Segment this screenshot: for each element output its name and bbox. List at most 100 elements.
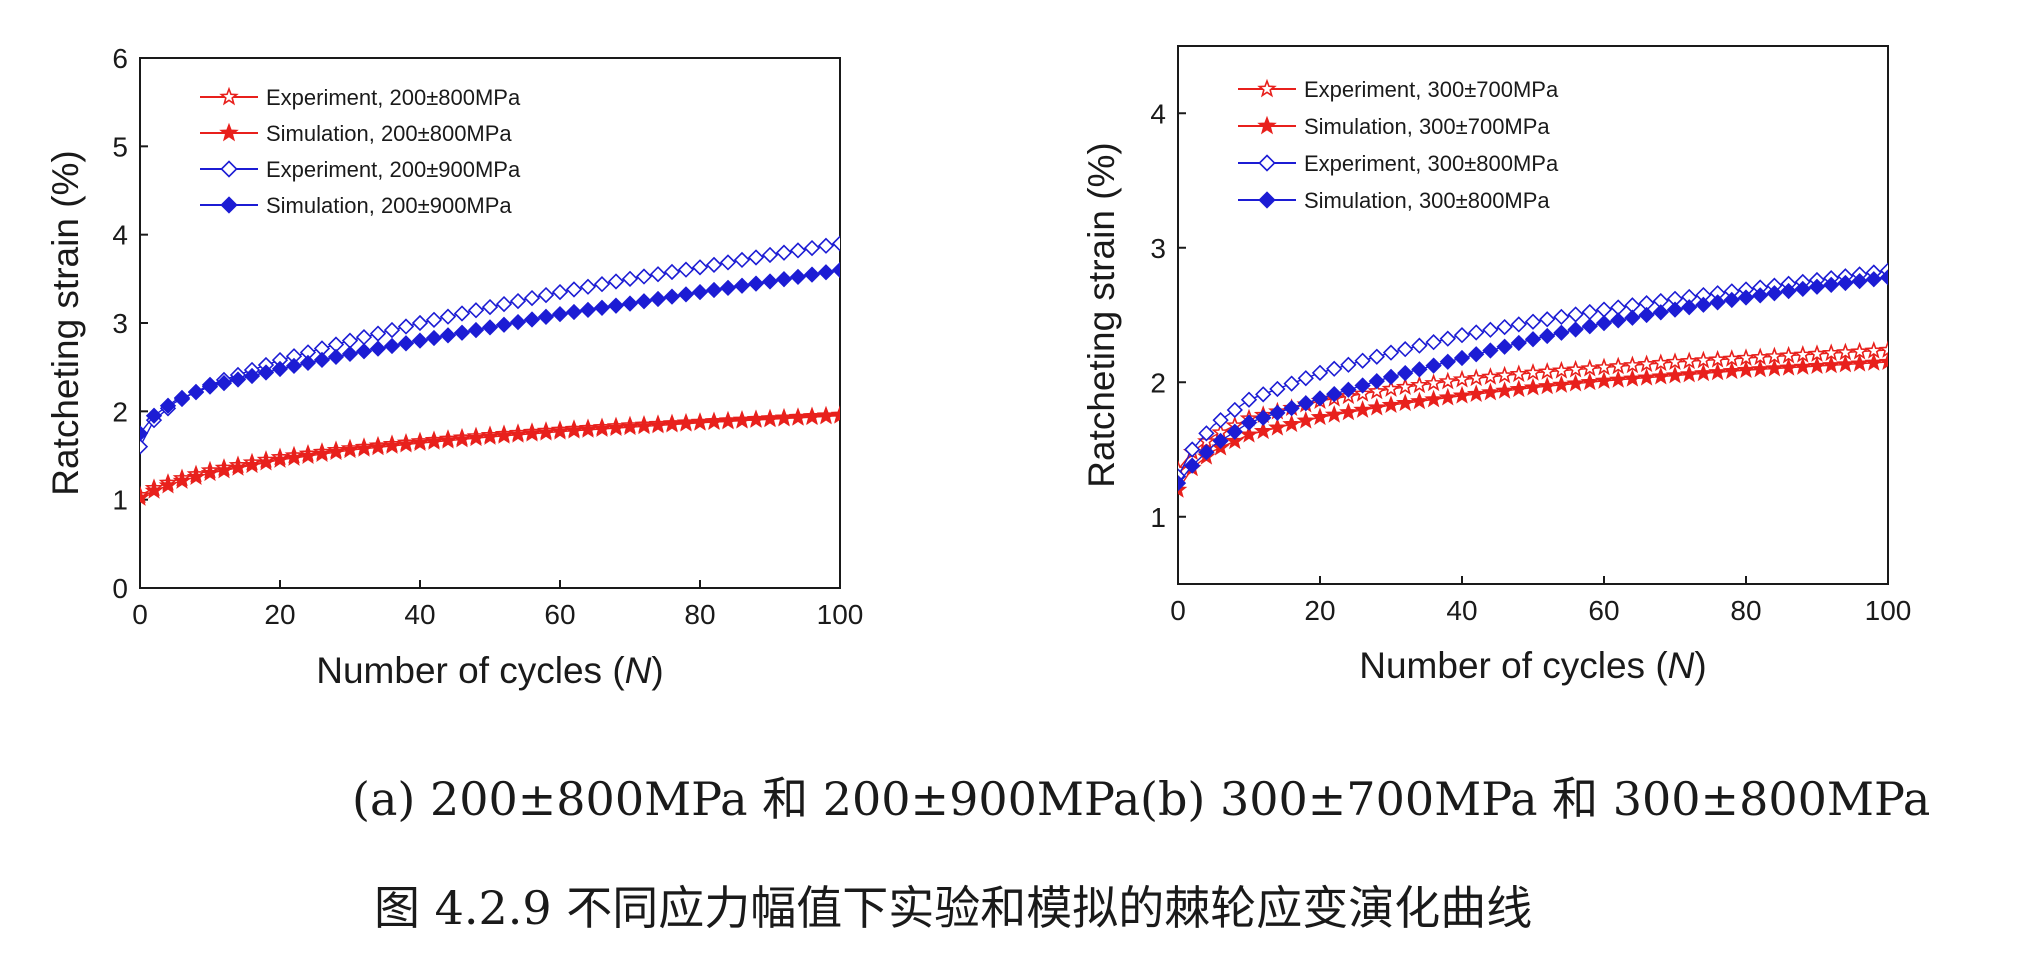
series-marker [522,423,542,442]
y-tick-label: 4 [1150,98,1166,129]
y-tick-label: 3 [112,308,128,339]
series-marker [509,313,527,331]
series-marker [1198,444,1215,461]
series-marker [215,374,233,392]
legend-label: Experiment, 300±800MPa [1304,151,1559,176]
series-marker [453,305,471,322]
series-marker [284,448,304,466]
series-marker [481,319,499,336]
series-marker [1354,352,1371,369]
x-tick-label: 0 [1170,595,1186,626]
series-marker [1410,375,1429,394]
series-marker [298,446,318,464]
x-tick-label: 60 [544,599,575,630]
series-marker [159,397,177,414]
series-marker [466,428,486,447]
series-marker [140,488,150,506]
legend-label: Simulation, 200±800MPa [266,121,512,146]
legend-label: Experiment, 200±900MPa [266,157,521,182]
series-marker [1567,306,1584,323]
series-marker [1666,301,1684,318]
series-marker [1752,287,1769,304]
series-marker [1681,299,1698,316]
series-marker [1765,358,1784,377]
series-marker [1482,321,1499,338]
series-marker [467,321,485,339]
series-marker [1510,316,1527,333]
series-marker [256,452,276,471]
series-marker [1240,414,1258,431]
series-marker [1340,356,1357,373]
series-marker [1255,386,1272,403]
series-marker [1495,381,1514,399]
series-marker [1623,368,1642,387]
series-marker [341,345,359,363]
series-marker [242,455,262,474]
series-marker [1567,321,1584,338]
series-marker [1723,291,1740,309]
series-marker [1524,331,1542,348]
series-marker [145,407,163,424]
y-tick-label: 6 [112,43,128,74]
series-marker [1665,352,1685,370]
series-marker [1624,309,1641,326]
series-marker [1482,342,1499,359]
series-marker [1381,395,1401,414]
series-marker [1255,409,1272,426]
chart-panel-b: 0 20 40 60 80 100 1 2 3 4 Number of cycles (N) Ratc… [1081,45,1911,686]
series-marker [1837,274,1854,292]
y-tick-label: 2 [1150,367,1166,398]
chart-panel-a: 0 20 40 60 80 100 0 1 2 3 4 5 6 Number of cycles (N) R… [45,43,863,691]
series-marker [1269,380,1286,398]
series-marker [452,429,472,448]
series-marker [1239,424,1259,443]
y-axis-label: Ratcheting strain (%) [1081,142,1122,487]
series-marker [1466,384,1486,402]
series-marker [369,340,387,357]
series-marker [1509,379,1529,398]
series-marker [327,348,345,366]
series-line [140,269,840,434]
series-marker [1496,338,1513,355]
series-marker [494,426,514,444]
series-marker [1269,404,1286,422]
series-marker [1864,353,1884,371]
series-marker [732,410,752,429]
series-marker [1382,368,1400,386]
series-marker [383,337,401,355]
series-marker [271,360,289,378]
series-marker [1424,389,1443,408]
series-marker [1367,397,1387,416]
series-marker [200,463,220,482]
series-marker [1410,391,1429,410]
series-marker [635,268,653,285]
series-marker [1595,314,1613,332]
series-marker [1523,377,1543,396]
series-marker [285,357,303,375]
series-marker [1553,324,1570,341]
series-marker [1466,368,1486,387]
series-marker [1553,308,1570,326]
series-marker [1326,360,1343,377]
series-marker [565,281,583,298]
series-marker [326,442,346,461]
series-marker [228,458,248,476]
series-marker [396,434,416,453]
series-marker [144,481,164,499]
series-marker [817,264,835,281]
series-marker [523,311,541,328]
series-marker [425,329,443,347]
series-marker [1807,356,1827,375]
series-marker [1665,365,1685,384]
series-marker [1184,441,1201,458]
series-marker [718,411,738,430]
series-marker [1178,474,1187,492]
series-marker [1865,271,1882,288]
series-marker [340,440,360,459]
series-marker [1878,340,1888,358]
series-marker [1794,280,1811,298]
series-marker [1439,353,1456,370]
series-marker [1297,395,1314,412]
series-marker [187,384,205,401]
series-marker [1453,327,1471,344]
